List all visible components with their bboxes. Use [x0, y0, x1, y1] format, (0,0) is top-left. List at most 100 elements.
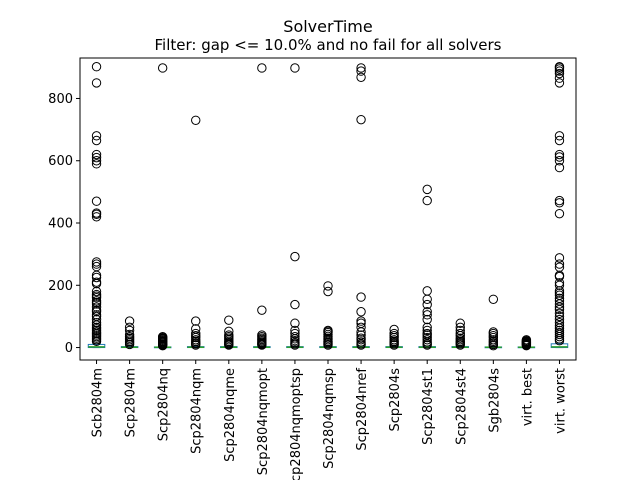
x-tick-label: Sgb2804s: [487, 368, 502, 433]
box-group-1: [120, 316, 139, 350]
outlier-point: [554, 62, 565, 72]
y-tick-label: 400: [48, 217, 73, 232]
outlier-point: [554, 195, 565, 206]
outlier-point: [554, 253, 565, 263]
outlier-point: [554, 278, 565, 288]
outlier-point: [554, 149, 565, 160]
outlier-point: [91, 322, 102, 333]
outlier-point: [91, 135, 102, 146]
x-tick-label: Scp2804nqmopt: [256, 368, 271, 475]
outlier-point: [124, 331, 135, 342]
outlier-point: [91, 208, 102, 218]
outlier-point: [356, 66, 366, 76]
outlier-point: [554, 152, 565, 162]
outlier-point: [554, 68, 565, 79]
y-tick-label: 200: [48, 279, 73, 294]
outlier-point: [422, 195, 432, 206]
outlier-point: [91, 314, 102, 325]
outlier-point: [554, 135, 565, 146]
outlier-point: [422, 299, 432, 310]
outlier-point: [554, 327, 565, 338]
outlier-point: [91, 159, 102, 169]
outlier-point: [191, 115, 201, 125]
outlier-point: [521, 335, 532, 345]
outlier-point: [91, 277, 102, 287]
outlier-point: [191, 331, 201, 341]
outlier-point: [422, 314, 432, 325]
outlier-point: [91, 259, 102, 269]
chart-subtitle: Filter: gap <= 10.0% and no fail for all…: [155, 36, 502, 54]
outlier-point: [191, 328, 201, 339]
outlier-point: [91, 305, 102, 315]
outlier-point: [554, 78, 565, 88]
x-tick-label: Scp2804m: [124, 368, 139, 437]
outlier-point: [554, 321, 565, 331]
y-tick-label: 0: [65, 341, 73, 356]
outlier-point: [554, 198, 565, 208]
outlier-point: [554, 314, 565, 325]
outlier-point: [554, 162, 565, 173]
outlier-point: [554, 317, 565, 328]
outlier-point: [290, 325, 300, 336]
outlier-point: [356, 333, 366, 343]
outlier-point: [91, 272, 102, 283]
outlier-point: [455, 322, 465, 333]
outlier-point: [389, 331, 399, 341]
outlier-point: [422, 325, 432, 336]
outlier-point: [91, 212, 102, 222]
box-group-9: [385, 324, 403, 350]
outlier-point: [422, 322, 432, 333]
x-tick-label: Scp2804nqm: [190, 368, 205, 454]
outlier-point: [422, 328, 432, 339]
outlier-point: [488, 331, 499, 341]
outlier-point: [124, 322, 135, 333]
outlier-point: [290, 299, 300, 310]
outlier-point: [422, 286, 432, 296]
outlier-point: [91, 156, 102, 166]
outlier-point: [124, 316, 135, 326]
x-tick-label: Scp2804nqme: [223, 368, 238, 462]
outlier-point: [455, 328, 465, 339]
box-group-11: [451, 318, 470, 350]
outlier-point: [91, 289, 102, 300]
box-group-8: [352, 63, 370, 350]
outlier-point: [488, 294, 499, 304]
axes-frame: [79, 57, 577, 361]
outlier-point: [124, 325, 135, 336]
outlier-point: [91, 62, 102, 72]
outlier-point: [422, 332, 432, 343]
outlier-point: [356, 114, 366, 125]
outlier-point: [356, 318, 366, 328]
outlier-point: [554, 325, 565, 336]
box-group-3: [186, 115, 205, 350]
outlier-point: [455, 333, 465, 343]
outlier-point: [290, 331, 300, 342]
x-tick-label: Scp2804nqmsp: [322, 368, 337, 469]
outlier-point: [323, 325, 333, 336]
outlier-point: [91, 257, 102, 267]
outlier-point: [488, 327, 499, 337]
outlier-point: [290, 318, 300, 328]
outlier-point: [91, 261, 102, 272]
outlier-point: [554, 296, 565, 306]
outlier-point: [356, 330, 366, 340]
outlier-point: [224, 326, 234, 337]
outlier-point: [91, 296, 102, 306]
outlier-point: [323, 286, 333, 297]
outlier-point: [554, 293, 565, 304]
chart-title: SolverTime: [283, 17, 372, 36]
x-tick-label: Scp2804st4: [454, 368, 469, 445]
box-group-7: [319, 281, 337, 350]
y-tick-label: 600: [48, 154, 73, 169]
box-group-13: [517, 335, 536, 351]
outlier-point: [290, 328, 300, 339]
outlier-point: [554, 311, 565, 322]
x-tick-label: Scp2804s: [388, 368, 403, 432]
x-tick-label: Scb2804m: [91, 368, 106, 437]
outlier-point: [488, 335, 499, 345]
x-tick-label: virt. best: [520, 368, 535, 426]
outlier-point: [191, 335, 201, 345]
box-group-12: [484, 294, 503, 351]
